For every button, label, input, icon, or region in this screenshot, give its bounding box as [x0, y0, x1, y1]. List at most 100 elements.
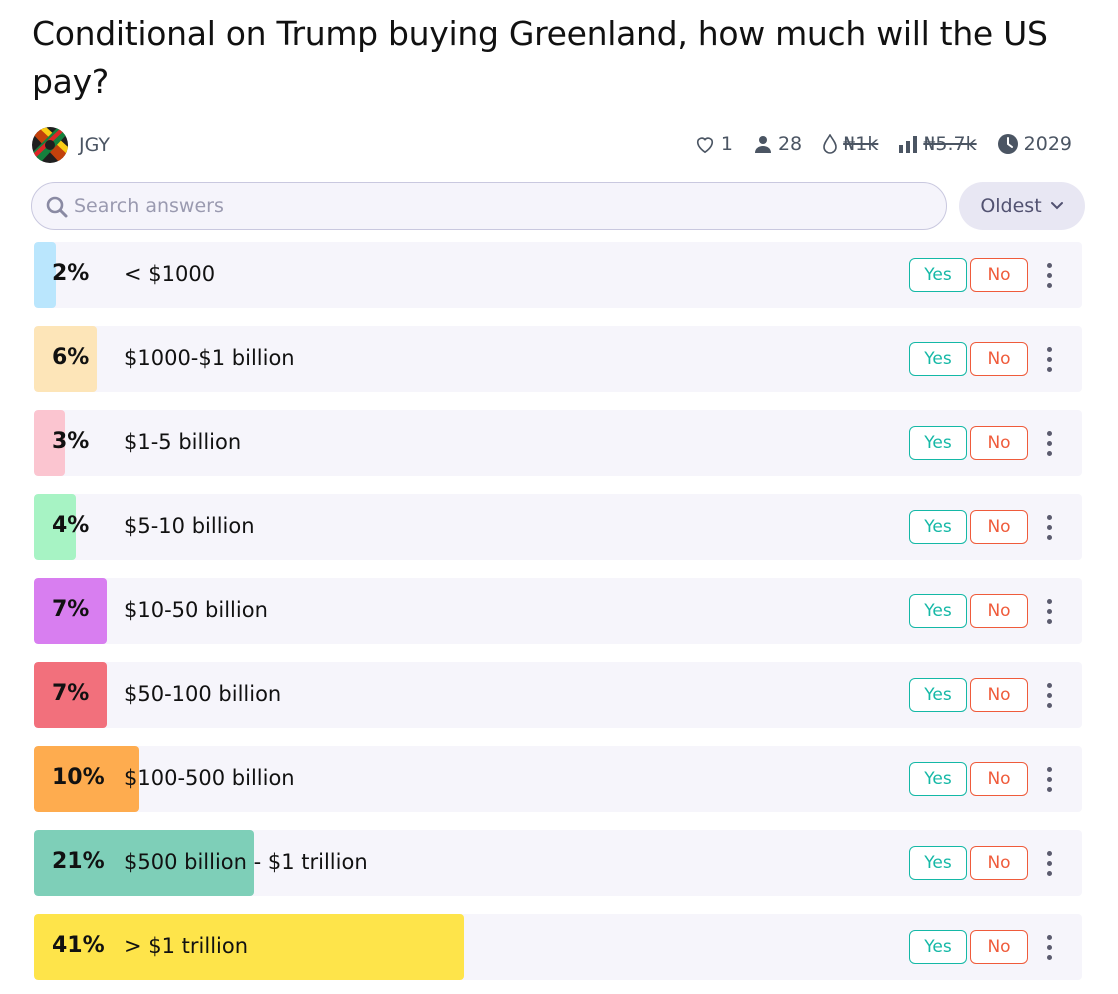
more-options-icon[interactable]	[1038, 426, 1060, 460]
more-options-icon[interactable]	[1038, 846, 1060, 880]
dot	[1046, 356, 1052, 362]
more-options-icon[interactable]	[1038, 678, 1060, 712]
search-input[interactable]	[74, 183, 934, 228]
dot	[1046, 702, 1052, 708]
answer-label: > $1 trillion	[124, 934, 249, 958]
no-button[interactable]: No	[970, 678, 1028, 712]
probability-bar	[34, 578, 108, 644]
answer-label: $100-500 billion	[124, 766, 295, 790]
dot	[1046, 766, 1052, 772]
answer-label: < $1000	[124, 262, 216, 286]
dot	[1046, 534, 1052, 540]
probability-bar	[34, 242, 56, 308]
answer-row[interactable]: 7% $10-50 billion Yes No	[34, 578, 1082, 644]
clock-icon	[997, 134, 1018, 154]
likes-stat[interactable]: 1	[694, 133, 733, 155]
no-button[interactable]: No	[970, 762, 1028, 796]
dot	[1046, 450, 1052, 456]
no-button[interactable]: No	[970, 258, 1028, 292]
market-meta-row: JGY 1 28 ₦1k ₦5.7k	[32, 127, 1072, 165]
volume-stat: ₦5.7k	[898, 133, 977, 155]
more-options-icon[interactable]	[1038, 342, 1060, 376]
answer-probability: 7%	[52, 681, 90, 706]
no-button[interactable]: No	[970, 342, 1028, 376]
chevron-down-icon	[1050, 202, 1063, 210]
answer-probability: 21%	[52, 849, 105, 874]
dot	[1046, 524, 1052, 530]
dot	[1046, 944, 1052, 950]
dot	[1046, 692, 1052, 698]
yes-button[interactable]: Yes	[909, 846, 967, 880]
answer-row[interactable]: 3% $1-5 billion Yes No	[34, 410, 1082, 476]
traders-stat: 28	[753, 133, 802, 155]
answer-row[interactable]: 2% < $1000 Yes No	[34, 242, 1082, 308]
sort-label: Oldest	[980, 195, 1042, 217]
more-options-icon[interactable]	[1038, 258, 1060, 292]
yes-button[interactable]: Yes	[909, 762, 967, 796]
dot	[1046, 786, 1052, 792]
yes-button[interactable]: Yes	[909, 594, 967, 628]
no-button[interactable]: No	[970, 426, 1028, 460]
probability-bar	[34, 326, 97, 392]
answer-label: $1000-$1 billion	[124, 346, 295, 370]
liquidity-stat: ₦1k	[822, 133, 878, 155]
no-button[interactable]: No	[970, 510, 1028, 544]
liquidity-value: ₦1k	[843, 133, 879, 155]
search-answers-box[interactable]	[31, 182, 947, 230]
probability-bar	[34, 494, 76, 560]
answer-row[interactable]: 4% $5-10 billion Yes No	[34, 494, 1082, 560]
yes-button[interactable]: Yes	[909, 342, 967, 376]
close-date-stat[interactable]: 2029	[997, 133, 1072, 155]
heart-icon	[696, 137, 713, 154]
search-icon	[46, 196, 68, 218]
dot	[1046, 860, 1052, 866]
likes-count: 1	[720, 133, 733, 155]
dot	[1046, 272, 1052, 278]
no-button[interactable]: No	[970, 846, 1028, 880]
sort-dropdown[interactable]: Oldest	[959, 182, 1085, 230]
yes-button[interactable]: Yes	[909, 930, 967, 964]
probability-bar	[34, 746, 139, 812]
dot	[1046, 870, 1052, 876]
answer-row[interactable]: 6% $1000-$1 billion Yes No	[34, 326, 1082, 392]
yes-button[interactable]: Yes	[909, 678, 967, 712]
more-options-icon[interactable]	[1038, 762, 1060, 796]
dot	[1046, 682, 1052, 688]
answer-probability: 2%	[52, 261, 90, 286]
dot	[1046, 514, 1052, 520]
user-icon	[754, 136, 771, 153]
dot	[1046, 934, 1052, 940]
more-options-icon[interactable]	[1038, 594, 1060, 628]
dot	[1046, 346, 1052, 352]
bar-chart-icon	[899, 136, 918, 153]
author-avatar[interactable]	[32, 127, 68, 163]
answer-probability: 41%	[52, 933, 105, 958]
answer-row[interactable]: 41% > $1 trillion Yes No	[34, 914, 1082, 980]
answer-label: $1-5 billion	[124, 430, 242, 454]
dot	[1046, 440, 1052, 446]
dot	[1046, 430, 1052, 436]
probability-bar	[34, 914, 464, 980]
answer-row[interactable]: 21% $500 billion - $1 trillion Yes No	[34, 830, 1082, 896]
dot	[1046, 608, 1052, 614]
author-name[interactable]: JGY	[79, 134, 110, 156]
more-options-icon[interactable]	[1038, 510, 1060, 544]
dot	[1046, 262, 1052, 268]
no-button[interactable]: No	[970, 594, 1028, 628]
yes-button[interactable]: Yes	[909, 426, 967, 460]
dot	[1046, 366, 1052, 372]
more-options-icon[interactable]	[1038, 930, 1060, 964]
answer-row[interactable]: 10% $100-500 billion Yes No	[34, 746, 1082, 812]
probability-bar	[34, 662, 108, 728]
no-button[interactable]: No	[970, 930, 1028, 964]
yes-button[interactable]: Yes	[909, 510, 967, 544]
answer-row[interactable]: 7% $50-100 billion Yes No	[34, 662, 1082, 728]
answer-label: $5-10 billion	[124, 514, 255, 538]
yes-button[interactable]: Yes	[909, 258, 967, 292]
probability-bar	[34, 410, 66, 476]
dot	[1046, 282, 1052, 288]
market-stats: 1 28 ₦1k ₦5.7k	[694, 133, 1072, 155]
answer-probability: 6%	[52, 345, 90, 370]
question-title: Conditional on Trump buying Greenland, h…	[32, 14, 1048, 101]
answers-list: 2% < $1000 Yes No 6% $1000-$1 billion Yes No 3% $…	[34, 242, 1082, 994]
